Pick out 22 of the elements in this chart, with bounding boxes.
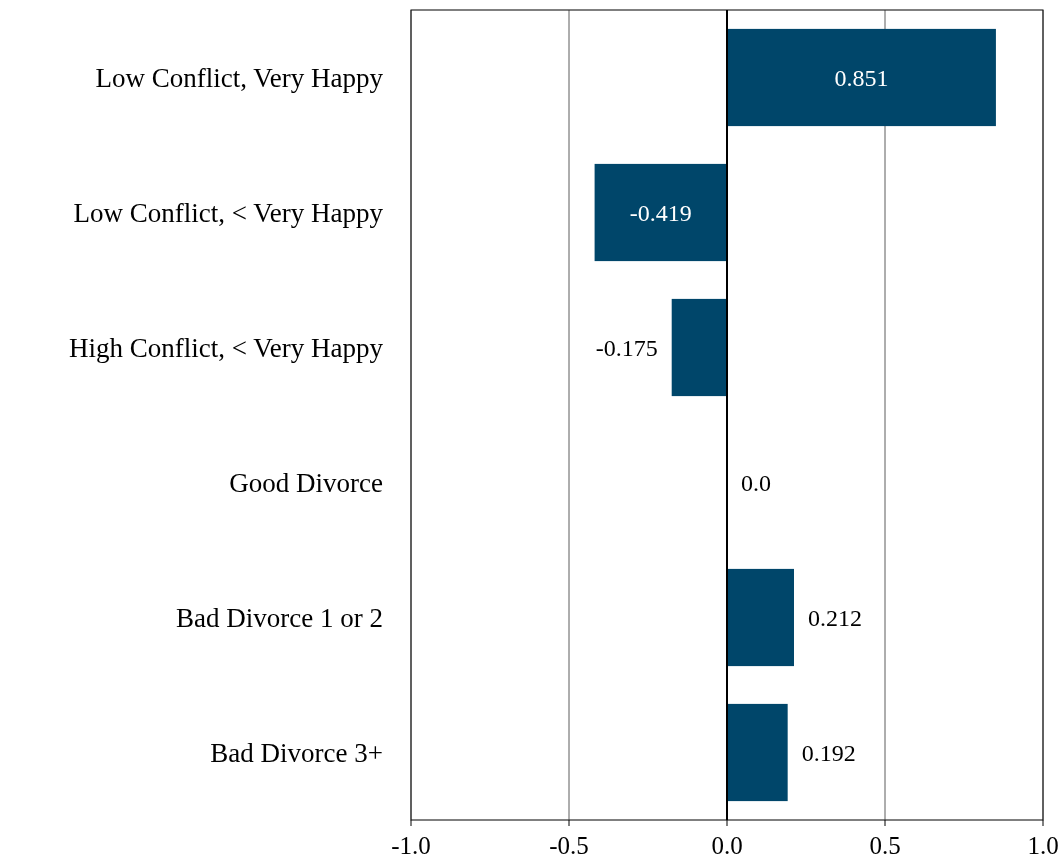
y-tick-label: Bad Divorce 1 or 2 xyxy=(176,602,383,633)
bar xyxy=(727,703,788,802)
bar xyxy=(671,298,727,397)
y-tick-label: Low Conflict, Very Happy xyxy=(95,62,384,93)
data-label: 0.0 xyxy=(741,469,771,496)
data-label: -0.419 xyxy=(629,199,692,226)
x-tick-label: -0.5 xyxy=(549,832,589,859)
bar xyxy=(594,163,727,262)
x-tick-label: 1.0 xyxy=(1027,832,1059,859)
data-label: 0.212 xyxy=(807,604,862,631)
data-label: 0.192 xyxy=(801,739,856,766)
y-tick-label: Good Divorce xyxy=(229,467,383,498)
bar xyxy=(727,28,996,127)
x-tick-label: -1.0 xyxy=(391,832,431,859)
y-tick-label: Bad Divorce 3+ xyxy=(210,737,383,768)
y-tick-label: Low Conflict, < Very Happy xyxy=(73,197,384,228)
bar xyxy=(727,568,794,667)
x-tick-label: 0.5 xyxy=(869,832,901,859)
y-tick-label: High Conflict, < Very Happy xyxy=(69,332,384,363)
x-tick-label: 0.0 xyxy=(711,832,743,859)
data-label: 0.851 xyxy=(834,64,889,91)
data-label: -0.175 xyxy=(595,334,658,361)
